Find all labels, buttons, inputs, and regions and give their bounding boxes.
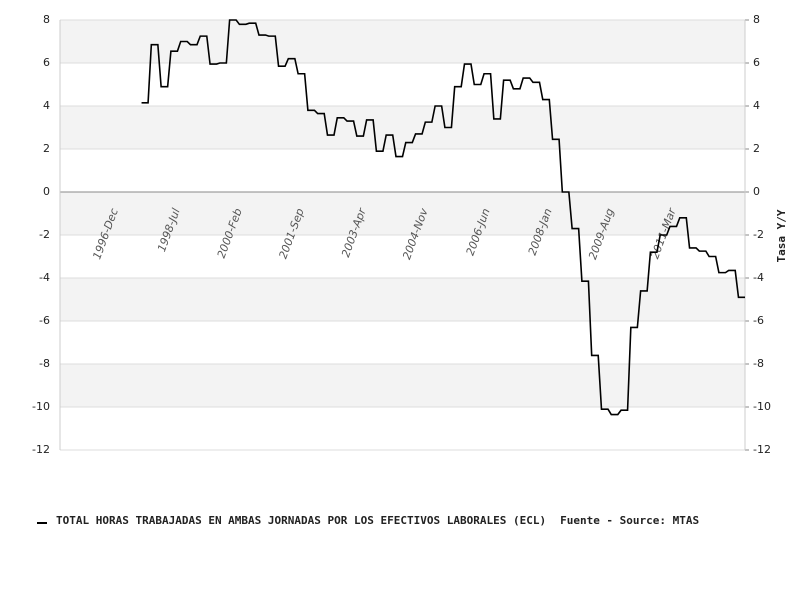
band <box>60 106 745 149</box>
bands <box>60 20 745 407</box>
y-tick-label: 4 <box>43 99 50 112</box>
y-tick-label: -2 <box>39 228 50 241</box>
y-tick-label: -4 <box>39 271 50 284</box>
y-tick-label: 8 <box>43 13 50 26</box>
legend-label: TOTAL HORAS TRABAJADAS EN AMBAS JORNADAS… <box>56 514 546 527</box>
band <box>60 364 745 407</box>
y2-tick-label: 8 <box>753 13 760 26</box>
y-tick-label: -6 <box>39 314 50 327</box>
y2-tick-label: -6 <box>753 314 764 327</box>
y2-tick-label: -8 <box>753 357 764 370</box>
y-tick-label: 6 <box>43 56 50 69</box>
y2-tick-label: 0 <box>753 185 760 198</box>
y2-tick-label: -4 <box>753 271 764 284</box>
y-tick-label: 2 <box>43 142 50 155</box>
band <box>60 20 745 63</box>
series-line <box>141 19 745 416</box>
y2-tick-label: 6 <box>753 56 760 69</box>
y-tick-label: 0 <box>43 185 50 198</box>
y2-axis-label: Tasa Y/Y <box>775 209 788 262</box>
y2-tick-label: -10 <box>753 400 771 413</box>
y-tick-label: -12 <box>32 443 50 456</box>
y-tick-label: -8 <box>39 357 50 370</box>
band <box>60 192 745 235</box>
y2-tick-label: -12 <box>753 443 771 456</box>
y2-tick-label: 4 <box>753 99 760 112</box>
y-tick-label: -10 <box>32 400 50 413</box>
y2-tick-label: -2 <box>753 228 764 241</box>
y2-tick-label: 2 <box>753 142 760 155</box>
source: Fuente - Source: MTAS <box>560 514 699 527</box>
band <box>60 278 745 321</box>
